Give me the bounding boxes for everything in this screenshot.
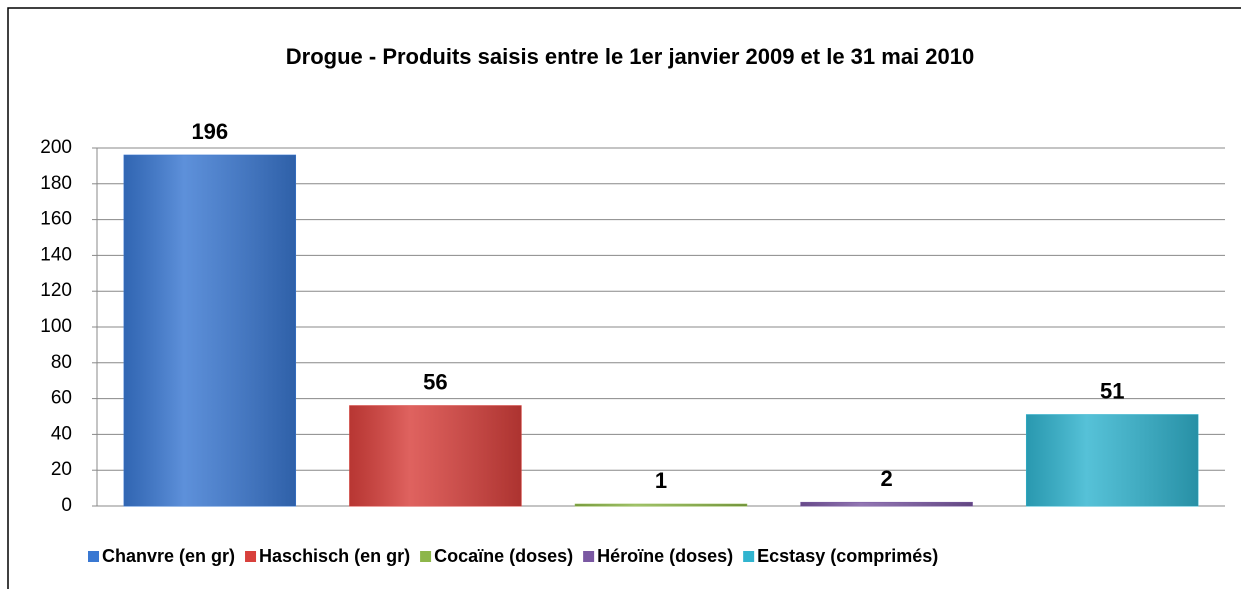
bar-shade bbox=[575, 504, 747, 506]
y-tick-label: 20 bbox=[51, 459, 72, 480]
y-tick-label: 40 bbox=[51, 423, 72, 444]
legend-swatch bbox=[88, 551, 99, 562]
y-tick-label: 80 bbox=[51, 352, 72, 373]
y-tick-label: 120 bbox=[40, 280, 72, 301]
legend-swatch bbox=[743, 551, 755, 562]
bar-shade bbox=[349, 405, 522, 506]
data-label: 51 bbox=[1100, 379, 1124, 404]
data-label: 196 bbox=[191, 119, 228, 144]
y-tick-label: 60 bbox=[51, 388, 72, 409]
data-label: 1 bbox=[655, 468, 667, 493]
chart-title: Drogue - Produits saisis entre le 1er ja… bbox=[286, 44, 974, 69]
bar-shade bbox=[124, 155, 296, 506]
y-tick-label: 160 bbox=[40, 209, 72, 230]
legend-label: Haschisch (en gr) bbox=[259, 546, 410, 566]
legend-swatch bbox=[583, 551, 595, 562]
y-tick-label: 180 bbox=[40, 173, 72, 194]
bar-shade bbox=[800, 502, 973, 506]
legend-swatch bbox=[420, 551, 432, 562]
legend-label: Cocaïne (doses) bbox=[434, 546, 573, 566]
legend-label: Ecstasy (comprimés) bbox=[757, 546, 938, 566]
y-tick-label: 100 bbox=[40, 316, 72, 337]
y-tick-label: 140 bbox=[40, 244, 72, 265]
legend-label: Chanvre (en gr) bbox=[102, 546, 235, 566]
bar-shade bbox=[1026, 414, 1198, 506]
legend-label: Héroïne (doses) bbox=[597, 546, 733, 566]
data-label: 2 bbox=[880, 466, 892, 491]
y-tick-label: 0 bbox=[61, 495, 72, 516]
data-label: 56 bbox=[423, 370, 447, 395]
y-tick-label: 200 bbox=[40, 137, 72, 158]
chart-frame bbox=[7, 7, 1241, 589]
legend-swatch bbox=[245, 551, 257, 562]
